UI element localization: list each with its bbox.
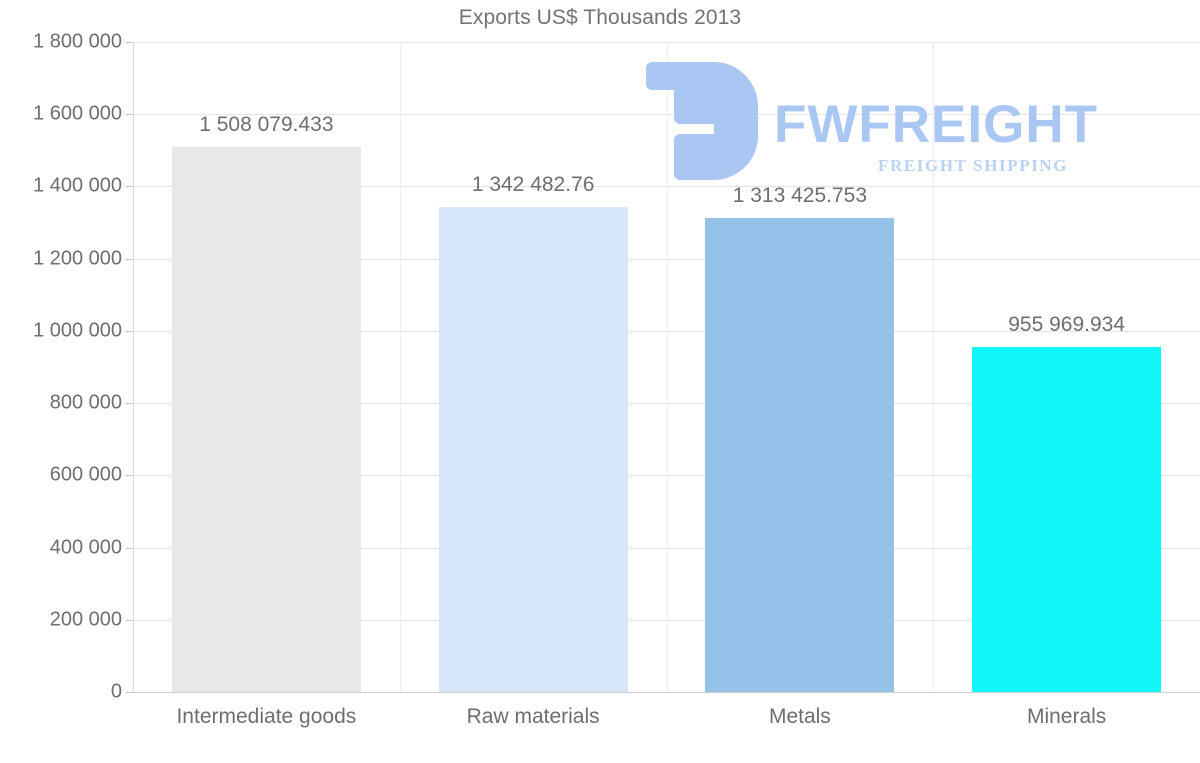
vertical-gridline: [666, 42, 668, 692]
y-tick-label: 1 200 000: [33, 247, 122, 270]
bar-value-label: 955 969.934: [1008, 312, 1126, 336]
y-tick-label: 1 600 000: [33, 102, 122, 125]
y-tick-mark: [126, 330, 133, 332]
bar-metals[interactable]: [705, 217, 895, 692]
y-tick-mark: [126, 258, 133, 260]
plot-area: [133, 42, 1200, 693]
y-axis-line: [133, 42, 134, 692]
y-tick-mark: [126, 403, 133, 405]
x-tick-label: Metals: [768, 705, 831, 728]
y-tick-label: 1 400 000: [33, 174, 122, 197]
y-tick-label: 600 000: [49, 463, 122, 486]
y-tick-mark: [126, 547, 133, 549]
y-tick-label: 400 000: [49, 536, 122, 559]
bar-raw-materials[interactable]: [438, 207, 628, 692]
bar-value-label: 1 313 425.753: [732, 183, 868, 207]
bar-minerals[interactable]: [972, 346, 1162, 692]
bar-value-label: 1 342 482.76: [471, 173, 595, 197]
y-tick-label: 1 800 000: [33, 30, 122, 53]
y-tick-mark: [126, 114, 133, 116]
y-tick-label: 200 000: [49, 608, 122, 631]
x-tick-label: Intermediate goods: [176, 705, 357, 728]
vertical-gridline: [933, 42, 935, 692]
bar-intermediate-goods[interactable]: [171, 147, 361, 692]
bar-value-label: 1 508 079.433: [199, 113, 334, 137]
vertical-gridline: [399, 42, 401, 692]
y-tick-mark: [126, 475, 133, 477]
x-tick-label: Minerals: [1026, 705, 1107, 728]
y-tick-mark: [126, 619, 133, 621]
y-tick-mark: [126, 42, 133, 43]
y-tick-label: 0: [110, 680, 122, 703]
x-tick-label: Raw materials: [466, 705, 600, 728]
y-tick-label: 800 000: [49, 391, 122, 414]
chart-title: Exports US$ Thousands 2013: [458, 6, 742, 29]
y-tick-mark: [126, 692, 133, 693]
y-tick-mark: [126, 186, 133, 188]
gridline: [133, 692, 1200, 693]
y-tick-label: 1 000 000: [33, 319, 122, 342]
